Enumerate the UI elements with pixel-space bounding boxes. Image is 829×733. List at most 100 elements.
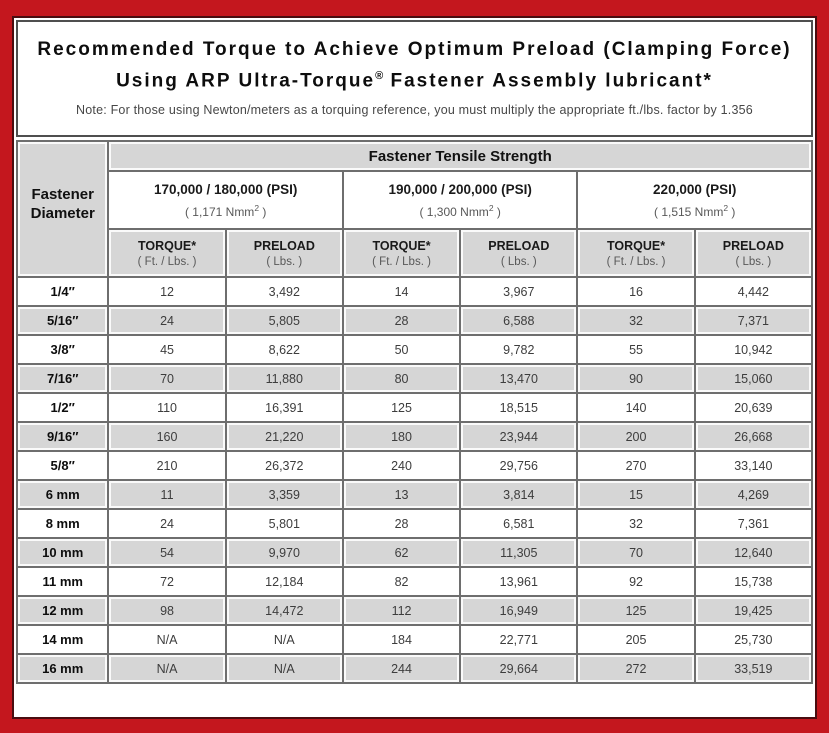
torque-value-cell: 112: [341, 595, 462, 626]
torque-column-header: TORQUE* ( Ft. / Lbs. ): [576, 228, 696, 278]
psi-label: 170,000 / 180,000 (PSI): [153, 181, 298, 197]
preload-column-header: PRELOAD ( Lbs. ): [459, 228, 579, 278]
table-row: 1/4″ 12 3,492 14 3,967 16 4,442: [15, 276, 814, 307]
preload-value-cell: 19,425: [693, 595, 814, 626]
preload-value-cell: 25,730: [693, 624, 814, 655]
torque-column-header: TORQUE* ( Ft. / Lbs. ): [341, 228, 462, 278]
torque-table: Fastener Diameter Fastener Tensile Stren…: [15, 140, 814, 684]
preload-value-cell: 33,519: [693, 653, 814, 684]
header-row-columns: TORQUE* ( Ft. / Lbs. ) PRELOAD ( Lbs. ) …: [17, 228, 814, 278]
torque-value-cell: 205: [576, 624, 696, 655]
preload-value-cell: 33,140: [693, 450, 814, 481]
table-row: 11 mm 72 12,184 82 13,961 92 15,738: [15, 566, 814, 597]
table-row: 16 mm N/A N/A 244 29,664 272 33,519: [15, 653, 814, 684]
table-row: 8 mm 24 5,801 28 6,581 32 7,361: [15, 508, 814, 539]
preload-value-cell: 16,949: [459, 595, 579, 626]
table-row: 5/16″ 24 5,805 28 6,588 32 7,371: [15, 305, 814, 336]
preload-value-cell: 9,782: [459, 334, 579, 365]
header-row-tensile: Fastener Diameter Fastener Tensile Stren…: [15, 140, 813, 278]
torque-value-cell: 62: [341, 537, 462, 568]
title-line2-post: Fastener Assembly lubricant*: [383, 70, 713, 92]
preload-value-cell: 21,220: [224, 421, 344, 452]
table-row: 7/16″ 70 11,880 80 13,470 90 15,060: [15, 363, 814, 394]
table-body: 1/4″ 12 3,492 14 3,967 16 4,442 5/16″ 24 5,805 28 6…: [15, 276, 814, 684]
psi-group-3: 220,000 (PSI) ( 1,515 Nmm2 ): [576, 170, 813, 230]
fastener-diameter-cell: 1/4″: [15, 276, 110, 307]
table-row: 5/8″ 210 26,372 240 29,756 270 33,140: [15, 450, 814, 481]
preload-value-cell: 12,184: [224, 566, 344, 597]
torque-value-cell: 13: [341, 479, 462, 510]
preload-value-cell: 15,060: [693, 363, 814, 394]
psi-label: 190,000 / 200,000 (PSI): [388, 181, 532, 197]
torque-value-cell: N/A: [107, 653, 227, 684]
torque-value-cell: 82: [341, 566, 462, 597]
preload-value-cell: 26,372: [224, 450, 344, 481]
psi-group-1: 170,000 / 180,000 (PSI) ( 1,171 Nmm2 ): [107, 170, 344, 230]
header-row-psi: 170,000 / 180,000 (PSI) ( 1,171 Nmm2 ) 1…: [17, 170, 813, 230]
preload-value-cell: 3,492: [224, 276, 344, 307]
nmm-label: ( 1,515 Nmm2 ): [653, 202, 736, 219]
preload-value-cell: 3,967: [459, 276, 579, 307]
fastener-diameter-cell: 10 mm: [15, 537, 110, 568]
preload-value-cell: 26,668: [693, 421, 814, 452]
torque-value-cell: 98: [107, 595, 227, 626]
preload-value-cell: 13,470: [459, 363, 579, 394]
torque-value-cell: 270: [576, 450, 696, 481]
preload-value-cell: 3,814: [459, 479, 579, 510]
preload-value-cell: 18,515: [459, 392, 579, 423]
title-line2-pre: Using ARP Ultra-Torque: [116, 70, 376, 92]
torque-value-cell: 110: [107, 392, 227, 423]
table-header: Fastener Diameter Fastener Tensile Stren…: [15, 140, 814, 278]
fastener-diameter-cell: 11 mm: [15, 566, 110, 597]
title-box: Recommended Torque to Achieve Optimum Pr…: [16, 20, 813, 137]
torque-value-cell: 12: [107, 276, 227, 307]
torque-value-cell: 180: [341, 421, 462, 452]
torque-value-cell: 16: [576, 276, 696, 307]
table-row: 10 mm 54 9,970 62 11,305 70 12,640: [15, 537, 814, 568]
preload-value-cell: 16,391: [224, 392, 344, 423]
torque-value-cell: 11: [107, 479, 227, 510]
torque-value-cell: 50: [341, 334, 462, 365]
torque-value-cell: 184: [341, 624, 462, 655]
fastener-diameter-cell: 14 mm: [15, 624, 110, 655]
preload-value-cell: 4,442: [693, 276, 814, 307]
registered-trademark-symbol: ®: [375, 70, 384, 82]
torque-value-cell: 24: [107, 508, 227, 539]
conversion-note: Note: For those using Newton/meters as a…: [76, 103, 753, 118]
fastener-diameter-cell: 5/16″: [15, 305, 110, 336]
torque-value-cell: 72: [107, 566, 227, 597]
table-row: 6 mm 11 3,359 13 3,814 15 4,269: [15, 479, 814, 510]
preload-value-cell: 23,944: [459, 421, 579, 452]
table-row: 9/16″ 160 21,220 180 23,944 200 26,668: [15, 421, 814, 452]
torque-value-cell: 70: [576, 537, 696, 568]
torque-value-cell: 70: [107, 363, 227, 394]
preload-value-cell: 6,588: [459, 305, 579, 336]
torque-value-cell: 272: [576, 653, 696, 684]
torque-value-cell: 15: [576, 479, 696, 510]
preload-value-cell: 12,640: [693, 537, 814, 568]
preload-value-cell: 6,581: [459, 508, 579, 539]
torque-value-cell: 45: [107, 334, 227, 365]
preload-value-cell: 7,361: [693, 508, 814, 539]
table-row: 3/8″ 45 8,622 50 9,782 55 10,942: [15, 334, 814, 365]
page-title-line1: Recommended Torque to Achieve Optimum Pr…: [37, 39, 792, 60]
torque-value-cell: 80: [341, 363, 462, 394]
torque-value-cell: 240: [341, 450, 462, 481]
preload-value-cell: 13,961: [459, 566, 579, 597]
preload-value-cell: N/A: [224, 624, 344, 655]
torque-value-cell: 28: [341, 508, 462, 539]
tensile-strength-header: Fastener Tensile Strength: [107, 140, 813, 172]
preload-value-cell: 10,942: [693, 334, 814, 365]
fastener-diameter-cell: 12 mm: [15, 595, 110, 626]
fastener-diameter-cell: 3/8″: [15, 334, 110, 365]
torque-value-cell: 92: [576, 566, 696, 597]
fastener-diameter-cell: 6 mm: [15, 479, 110, 510]
preload-value-cell: 20,639: [693, 392, 814, 423]
preload-value-cell: 29,756: [459, 450, 579, 481]
preload-value-cell: 14,472: [224, 595, 344, 626]
preload-column-header: PRELOAD ( Lbs. ): [693, 228, 814, 278]
torque-value-cell: 54: [107, 537, 227, 568]
torque-value-cell: 32: [576, 508, 696, 539]
fastener-diameter-cell: 5/8″: [15, 450, 110, 481]
superscript-2: 2: [254, 202, 260, 213]
